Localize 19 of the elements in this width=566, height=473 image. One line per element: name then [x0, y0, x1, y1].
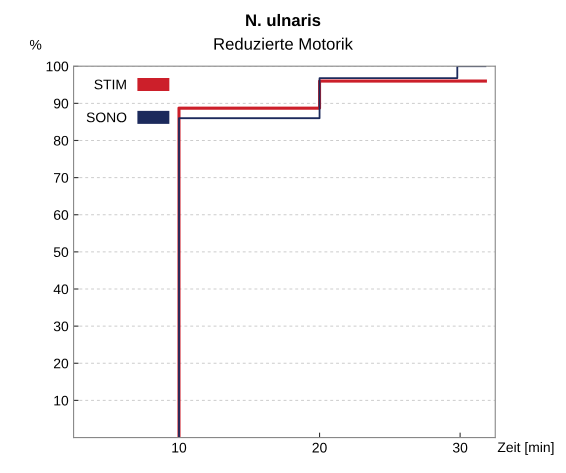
y-tick-label: 40 [54, 284, 68, 294]
y-tick-label: 60 [54, 210, 68, 220]
legend-label: SONO [86, 112, 126, 122]
y-tick-label: 20 [54, 358, 68, 368]
y-tick-label: 30 [54, 321, 68, 332]
chart-title: N. ulnaris [246, 14, 320, 26]
x-tick-label: 20 [312, 442, 327, 453]
y-tick-label: 90 [54, 98, 68, 109]
y-tick-label: 100 [46, 62, 68, 72]
chart-subtitle: Reduzierte Motorik [214, 38, 353, 50]
legend-label: STIM [94, 80, 126, 90]
y-tick-label: 10 [54, 396, 68, 406]
y-tick-label: 50 [54, 247, 68, 258]
x-tick-label: 10 [172, 442, 186, 453]
y-tick-label: 80 [54, 136, 68, 146]
x-tick-label: 30 [452, 442, 468, 453]
y-axis-title: % [30, 40, 42, 50]
x-axis-title: Zeit [min] [498, 442, 554, 455]
y-tick-label: 70 [54, 172, 68, 183]
